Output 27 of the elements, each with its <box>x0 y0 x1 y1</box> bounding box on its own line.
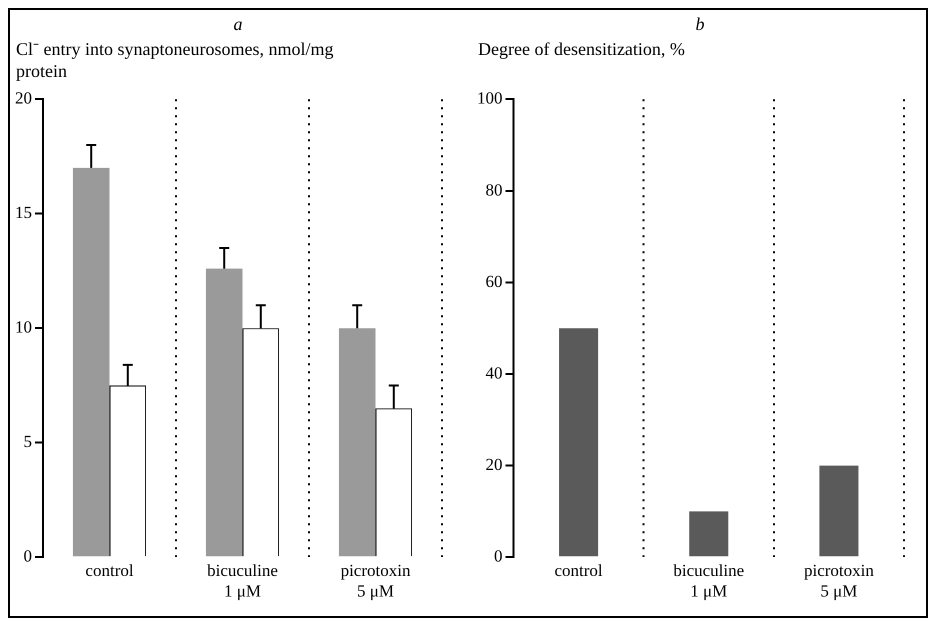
x-tick-label: bicuculine 1 μM <box>207 560 278 600</box>
x-tick-label: picrotoxin 5 μM <box>340 560 411 600</box>
y-tick-label: 0 <box>494 546 502 566</box>
y-tick-label: 80 <box>486 180 502 200</box>
bar <box>819 466 858 556</box>
x-tick-label: picrotoxin 5 μM <box>804 560 874 600</box>
chart-title: a <box>232 14 244 36</box>
y-tick-label: 10 <box>15 318 32 337</box>
y-tick-label: 5 <box>24 432 32 452</box>
x-tick-label: bicuculine 1 μM <box>673 560 744 600</box>
bar <box>206 268 242 556</box>
x-tick-label: control <box>85 560 134 580</box>
y-tick-label: 40 <box>486 363 502 382</box>
y-tick-label: 60 <box>486 272 502 291</box>
bar <box>338 328 376 556</box>
bar <box>689 511 728 556</box>
y-axis-title: Cl⁻ entry into synaptoneurosomes, nmol/mg protein <box>15 38 334 83</box>
chart-title: b <box>694 14 706 36</box>
x-tick-label: control <box>554 560 603 580</box>
y-tick-label: 20 <box>15 88 32 108</box>
bar <box>559 328 598 556</box>
y-tick-label: 15 <box>15 203 32 222</box>
y-tick-label: 0 <box>24 546 32 566</box>
y-tick-label: 100 <box>477 88 502 108</box>
bar <box>72 168 110 556</box>
y-tick-label: 20 <box>486 455 502 474</box>
y-axis-title: Degree of desensitization, % <box>477 38 686 61</box>
